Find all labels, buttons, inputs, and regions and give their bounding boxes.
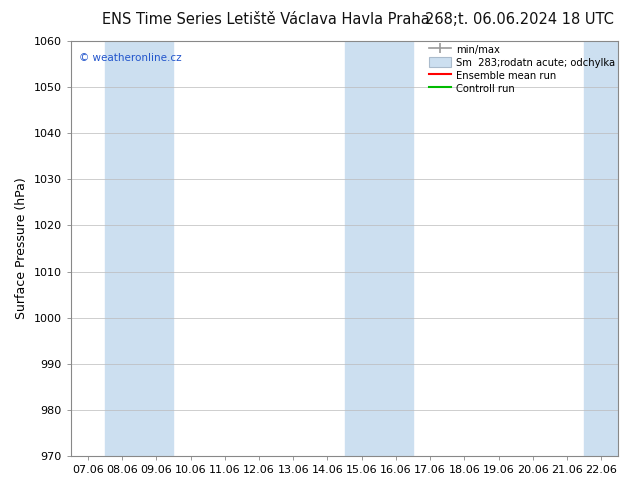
Legend: min/max, Sm  283;rodatn acute; odchylka, Ensemble mean run, Controll run: min/max, Sm 283;rodatn acute; odchylka, … xyxy=(427,42,618,96)
Y-axis label: Surface Pressure (hPa): Surface Pressure (hPa) xyxy=(15,178,28,319)
Text: 268;t. 06.06.2024 18 UTC: 268;t. 06.06.2024 18 UTC xyxy=(425,12,614,27)
Text: © weatheronline.cz: © weatheronline.cz xyxy=(79,53,181,64)
Bar xyxy=(344,41,413,456)
Text: ENS Time Series Letiště Václava Havla Praha: ENS Time Series Letiště Václava Havla Pr… xyxy=(103,12,430,27)
Bar xyxy=(584,41,618,456)
Bar xyxy=(105,41,174,456)
